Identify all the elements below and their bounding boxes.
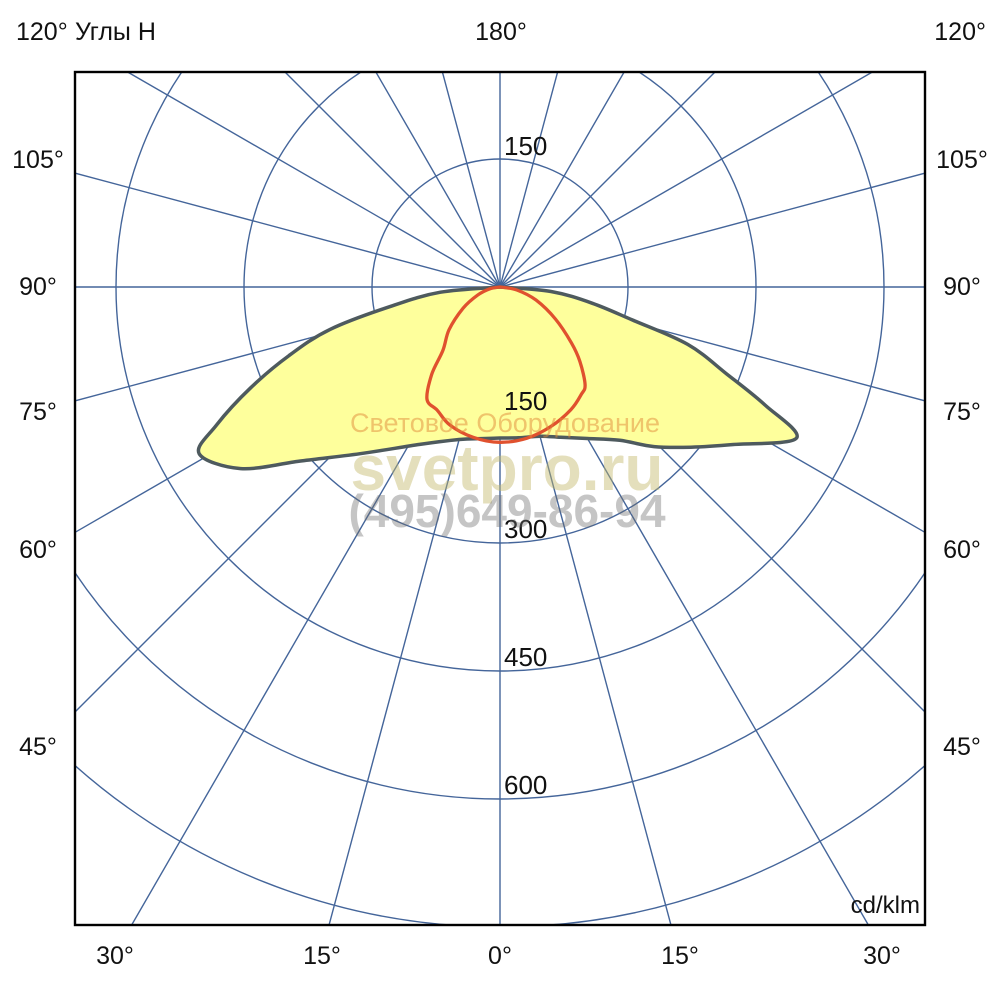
corner-angle-label-top-left: 120°	[16, 18, 68, 46]
angle-label-bottom-30R: 30°	[863, 942, 901, 970]
angle-label-right-105: 105°	[936, 146, 988, 174]
angle-label-left-75: 75°	[19, 398, 57, 426]
angle-label-left-90: 90°	[19, 273, 57, 301]
angle-label-left-105: 105°	[12, 146, 64, 174]
svg-text:450: 450	[504, 642, 547, 672]
axis-title: Углы Н	[75, 18, 156, 46]
svg-text:300: 300	[504, 514, 547, 544]
angle-label-right-90: 90°	[943, 273, 981, 301]
watermark-line1: Световое Оборудование	[350, 408, 660, 438]
unit-label: cd/klm	[851, 892, 920, 919]
angle-label-bottom-15L: 15°	[303, 942, 341, 970]
watermark-line3: (495)649-86-94	[348, 485, 666, 537]
corner-angle-label-top-right: 120°	[934, 18, 986, 46]
angle-label-right-60: 60°	[943, 536, 981, 564]
angle-label-left-45: 45°	[19, 733, 57, 761]
angle-label-left-60: 60°	[19, 536, 57, 564]
svg-text:600: 600	[504, 770, 547, 800]
angle-label-right-75: 75°	[943, 398, 981, 426]
watermark-line2: svetpro.ru	[351, 432, 664, 504]
angle-label-right-45: 45°	[943, 733, 981, 761]
angle-label-bottom-0: 0°	[488, 942, 512, 970]
svg-text:150: 150	[504, 386, 547, 416]
svg-text:150: 150	[504, 131, 547, 161]
angle-label-bottom-30L: 30°	[96, 942, 134, 970]
angle-label-180: 180°	[475, 18, 527, 46]
angle-label-bottom-15R: 15°	[661, 942, 699, 970]
